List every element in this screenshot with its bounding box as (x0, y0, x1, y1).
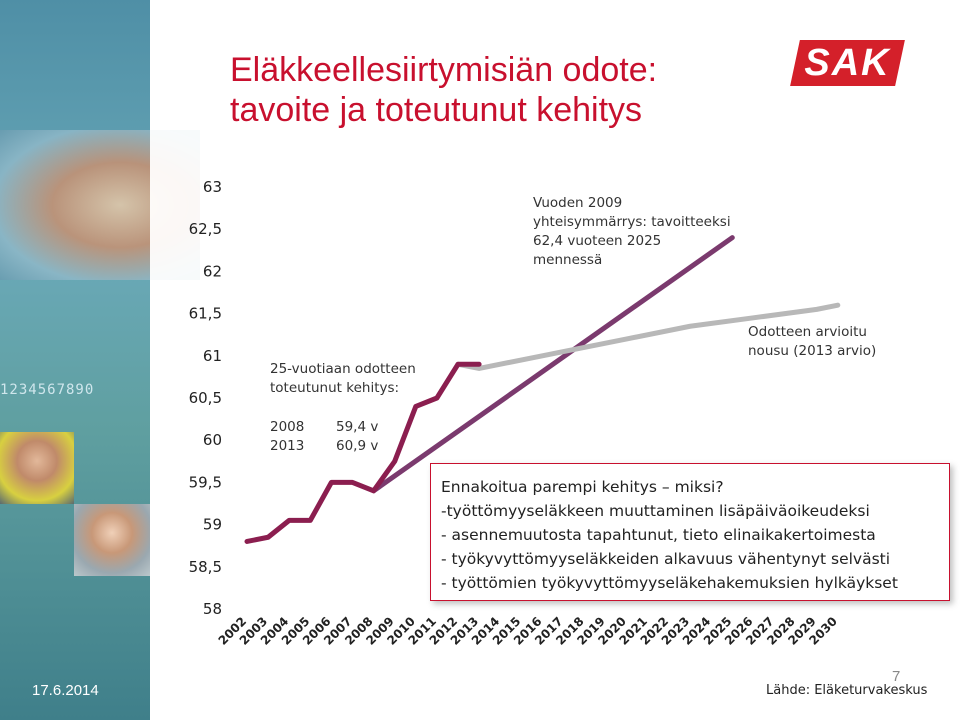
series-line-actual (244, 361, 482, 544)
realized-title-line: 25-vuotiaan odotteen (270, 361, 416, 377)
slide-title-line-1: Eläkkeellesiirtymisiän odote: (230, 51, 658, 89)
realized-value: 59,4 v (336, 419, 378, 435)
explanation-line-2: - asennemuutosta tapahtunut, tieto elina… (441, 526, 876, 544)
chart-lines (244, 235, 841, 544)
y-tick-label: 63 (203, 178, 222, 196)
target-note-line: yhteisymmärrys: tavoitteeksi (533, 214, 731, 230)
slide-title: Eläkkeellesiirtymisiän odote: tavoite ja… (230, 50, 657, 130)
y-tick-label: 60,5 (189, 389, 222, 407)
y-tick-label: 58,5 (189, 558, 222, 576)
woman-photo (74, 504, 150, 576)
target-note-line: Vuoden 2009 (533, 195, 622, 211)
realized-year: 2013 (270, 438, 304, 454)
series-line-forecast (455, 302, 841, 371)
y-tick-label: 61,5 (189, 305, 222, 323)
explanation-line-1: -työttömyyseläkkeen muuttaminen lisäpäiv… (441, 502, 870, 520)
series-line-target (371, 235, 735, 494)
realized-title-line: toteutunut kehitys: (270, 380, 399, 396)
y-tick-label: 62 (203, 262, 222, 280)
decor-digits: 1234567890 (0, 382, 95, 398)
slide-title-line-2: tavoite ja toteutunut kehitys (230, 91, 643, 129)
y-tick-label: 61 (203, 347, 222, 365)
x-axis-ticks: 2002200320042005200620072008200920102011… (216, 614, 840, 648)
y-tick-label: 59,5 (189, 473, 222, 491)
source-note: Lähde: Eläketurvakeskus (766, 683, 928, 698)
explanation-line-3: - työkyvyttömyyseläkkeiden alkavuus vähe… (441, 550, 891, 568)
worker-photo (0, 432, 74, 504)
y-axis-ticks: 58 58,5 59 59,5 60 60,5 61 61,5 62 62,5 63 (189, 178, 222, 618)
explanation-heading: Ennakoitua parempi kehitys – miksi? (441, 478, 724, 496)
forecast-note-line: Odotteen arvioitu (748, 324, 867, 340)
explanation-line-4: - työttömien työkyvyttömyyseläkehakemuks… (441, 574, 898, 592)
realized-value: 60,9 v (336, 438, 378, 454)
left-decor-panel (0, 0, 150, 720)
y-tick-label: 59 (203, 516, 222, 534)
forecast-note-line: nousu (2013 arvio) (748, 343, 876, 359)
y-tick-label: 60 (203, 431, 222, 449)
explanation-box: Ennakoitua parempi kehitys – miksi? -työ… (430, 463, 950, 601)
target-note-line: mennessä (533, 252, 602, 268)
page-number: 7 (892, 668, 901, 685)
chart-annotations: Vuoden 2009 yhteisymmärrys: tavoitteeksi 6… (270, 195, 876, 454)
y-tick-label: 58 (203, 600, 222, 618)
y-tick-label: 62,5 (189, 220, 222, 238)
target-note-line: 62,4 vuoteen 2025 (533, 233, 661, 249)
footer-date: 17.6.2014 (32, 682, 99, 699)
realized-year: 2008 (270, 419, 304, 435)
